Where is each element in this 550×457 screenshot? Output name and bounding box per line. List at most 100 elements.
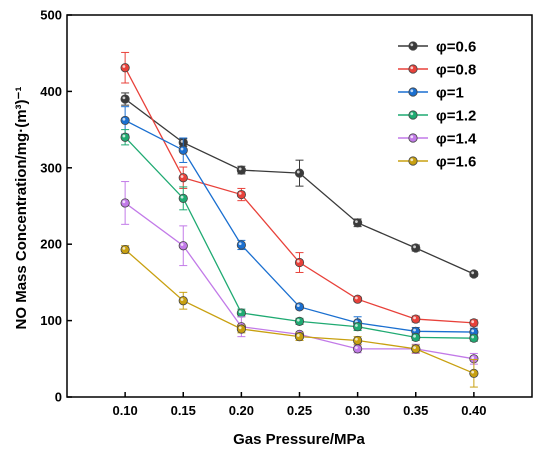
data-point	[120, 115, 130, 126]
data-point-highlight	[122, 200, 126, 204]
data-point-highlight	[238, 310, 242, 314]
data-point	[178, 173, 188, 183]
data-point-highlight	[413, 245, 416, 249]
data-point-highlight	[238, 242, 242, 246]
legend: φ=0.6 φ=0.8 φ=1 φ=1.2 φ=1.4 φ=1.6	[398, 39, 477, 171]
data-point	[236, 240, 246, 250]
legend-label: φ=1	[436, 85, 464, 102]
data-point-highlight	[355, 296, 358, 300]
data-point-highlight	[471, 329, 475, 333]
data-point	[120, 94, 130, 104]
y-tick-label: 200	[40, 237, 62, 252]
data-point-highlight	[355, 220, 358, 224]
legend-label: φ=1.6	[436, 154, 476, 171]
legend-marker	[408, 110, 418, 120]
data-point-highlight	[471, 271, 475, 275]
series-3	[120, 129, 479, 343]
data-point-highlight	[180, 195, 184, 199]
data-point	[353, 344, 363, 354]
legend-marker	[408, 156, 418, 166]
legend-marker-highlight	[410, 135, 414, 139]
data-point-highlight	[296, 304, 300, 308]
data-point-highlight	[180, 243, 184, 246]
data-point	[411, 314, 421, 324]
x-tick-label: 0.15	[171, 403, 196, 418]
y-tick-label: 100	[40, 313, 62, 328]
legend-marker-highlight	[410, 66, 414, 70]
x-tick-label: 0.35	[403, 403, 428, 418]
data-point	[411, 344, 421, 354]
legend-label: φ=0.8	[436, 62, 476, 79]
legend-item: φ=0.6	[398, 39, 476, 56]
legend-label: φ=0.6	[436, 39, 476, 56]
data-point-highlight	[122, 246, 126, 250]
y-axis-ticks: 0 100 200 300 400 500	[40, 8, 72, 405]
legend-marker-highlight	[410, 158, 414, 162]
data-point-highlight	[238, 326, 242, 330]
data-point-highlight	[471, 356, 475, 359]
data-point	[294, 332, 305, 342]
legend-marker	[408, 87, 418, 97]
legend-label: φ=1.2	[436, 108, 476, 125]
y-tick-label: 400	[40, 84, 62, 99]
data-point	[236, 308, 246, 318]
data-point	[178, 296, 188, 306]
data-point	[353, 322, 363, 332]
data-point-highlight	[180, 175, 184, 178]
data-point-highlight	[180, 298, 184, 301]
data-point-highlight	[180, 147, 184, 151]
legend-marker-highlight	[410, 112, 414, 116]
y-tick-label: 0	[55, 390, 62, 405]
data-point	[469, 368, 479, 378]
data-point	[294, 302, 305, 312]
data-point-highlight	[355, 324, 358, 327]
legend-marker-highlight	[410, 89, 414, 93]
y-tick-label: 300	[40, 160, 62, 175]
legend-item: φ=1.4	[398, 131, 477, 148]
data-point	[178, 193, 188, 203]
data-point	[469, 269, 479, 279]
legend-label: φ=1.4	[436, 131, 477, 148]
data-point	[294, 316, 305, 326]
data-point-highlight	[413, 346, 416, 350]
data-point	[411, 243, 421, 253]
data-point-highlight	[413, 316, 416, 320]
data-point	[469, 333, 479, 343]
x-tick-label: 0.20	[229, 403, 254, 418]
series-line	[124, 67, 474, 324]
legend-item: φ=1.2	[398, 108, 476, 125]
series-0	[120, 92, 479, 279]
data-point-highlight	[122, 65, 126, 68]
data-point	[120, 132, 130, 142]
data-point	[469, 318, 479, 328]
x-tick-label: 0.25	[287, 403, 312, 418]
data-point-highlight	[413, 334, 416, 338]
series-line	[124, 119, 474, 333]
data-point-highlight	[122, 134, 126, 138]
data-point	[353, 218, 363, 228]
data-point-highlight	[471, 370, 475, 374]
series-5	[120, 244, 479, 388]
data-point-highlight	[238, 191, 242, 195]
data-point	[236, 165, 246, 175]
data-point-highlight	[355, 337, 358, 341]
x-axis-ticks: 0.10 0.15 0.20 0.25 0.30 0.35 0.40	[112, 392, 487, 418]
data-point	[236, 189, 246, 200]
x-tick-label: 0.40	[461, 403, 486, 418]
data-point-highlight	[355, 346, 358, 350]
legend-item: φ=1.6	[398, 154, 476, 171]
series-2	[120, 106, 479, 337]
legend-marker	[408, 133, 418, 143]
y-axis-title: NO Mass Concentration/mg·(m³)⁻¹	[13, 87, 30, 330]
legend-item: φ=0.8	[398, 62, 476, 79]
data-point-highlight	[413, 328, 416, 332]
x-tick-label: 0.30	[345, 403, 370, 418]
legend-item: φ=1	[398, 85, 464, 102]
data-point	[294, 168, 305, 178]
x-axis-title: Gas Pressure/MPa	[233, 431, 365, 448]
data-point-highlight	[296, 170, 300, 174]
data-point-highlight	[471, 335, 475, 339]
data-point-highlight	[122, 117, 126, 121]
y-tick-label: 500	[40, 8, 62, 23]
